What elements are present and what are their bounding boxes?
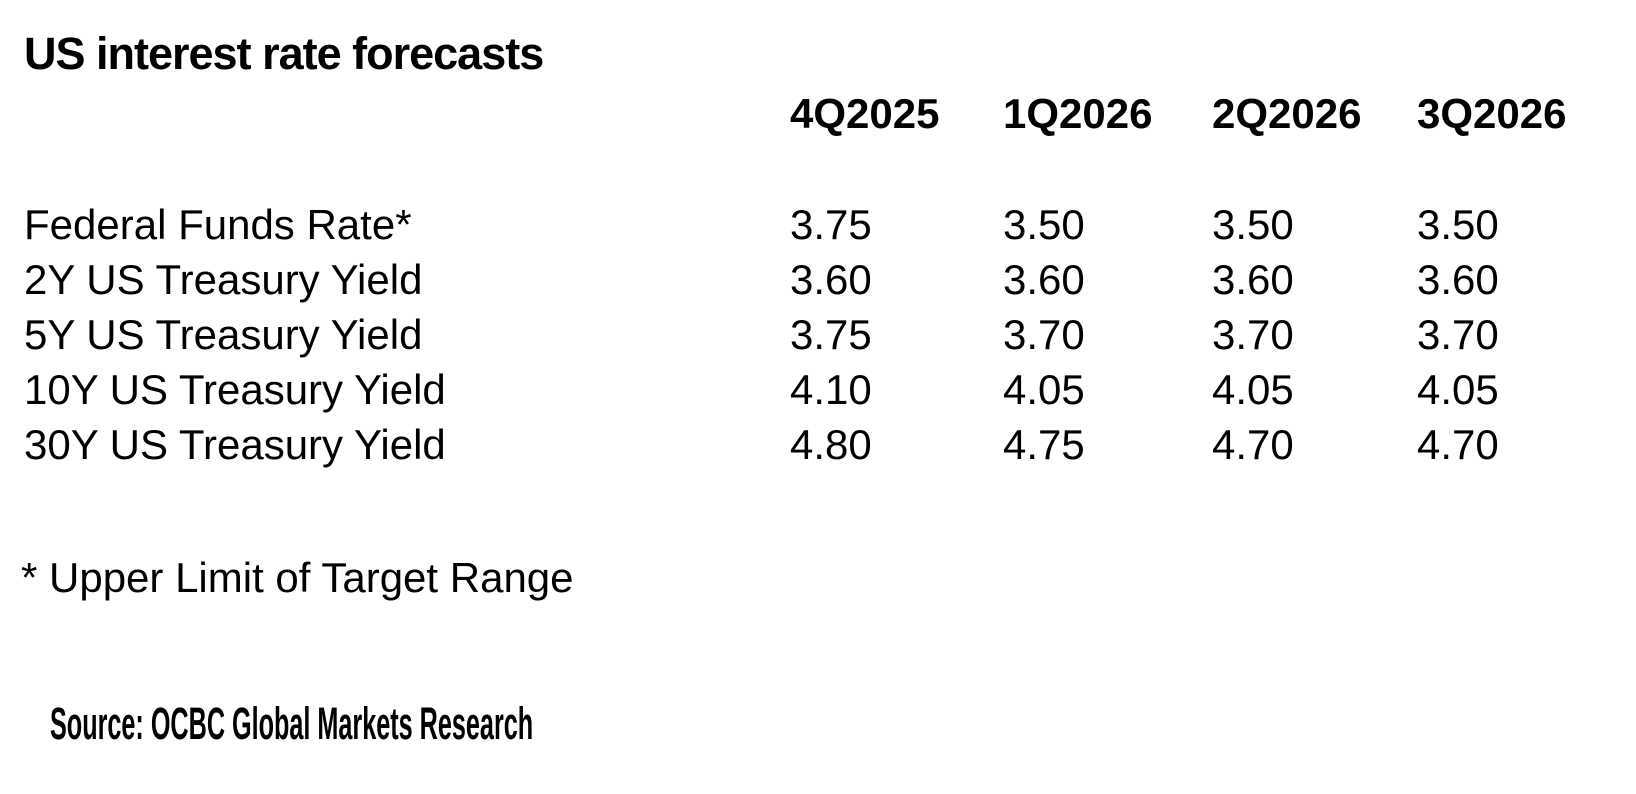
header-label-spacer bbox=[24, 86, 790, 141]
column-header-3q2026: 3Q2026 bbox=[1417, 90, 1567, 137]
table-row-5y-treasury: 5Y US Treasury Yield 3.75 3.70 3.70 3.70 bbox=[24, 307, 1566, 362]
value-cell: 3.50 bbox=[1417, 201, 1499, 248]
value-cell: 3.75 bbox=[790, 311, 872, 358]
source-attribution: Source: OCBC Global Markets Research bbox=[50, 698, 534, 749]
header-gap bbox=[24, 141, 1566, 197]
table-row-2y-treasury: 2Y US Treasury Yield 3.60 3.60 3.60 3.60 bbox=[24, 252, 1566, 307]
forecast-table: 4Q2025 1Q2026 2Q2026 3Q2026 Federal Fund… bbox=[24, 86, 1566, 472]
footnote-upper-limit: * Upper Limit of Target Range bbox=[21, 554, 574, 601]
value-cell: 3.60 bbox=[790, 256, 872, 303]
table-row-federal-funds-rate: Federal Funds Rate* 3.75 3.50 3.50 3.50 bbox=[24, 197, 1566, 252]
value-cell: 3.60 bbox=[1212, 256, 1294, 303]
value-cell: 3.60 bbox=[1003, 256, 1085, 303]
row-label: Federal Funds Rate* bbox=[24, 201, 412, 248]
value-cell: 3.70 bbox=[1417, 311, 1499, 358]
column-header-2q2026: 2Q2026 bbox=[1212, 90, 1362, 137]
value-cell: 4.05 bbox=[1003, 366, 1085, 413]
value-cell: 3.60 bbox=[1417, 256, 1499, 303]
column-header-1q2026: 1Q2026 bbox=[1003, 90, 1153, 137]
value-cell: 3.70 bbox=[1003, 311, 1085, 358]
row-label: 30Y US Treasury Yield bbox=[24, 421, 446, 468]
table-header-row: 4Q2025 1Q2026 2Q2026 3Q2026 bbox=[24, 86, 1566, 141]
value-cell: 4.10 bbox=[790, 366, 872, 413]
table-row-10y-treasury: 10Y US Treasury Yield 4.10 4.05 4.05 4.0… bbox=[24, 362, 1566, 417]
row-label: 5Y US Treasury Yield bbox=[24, 311, 423, 358]
value-cell: 4.05 bbox=[1417, 366, 1499, 413]
value-cell: 4.75 bbox=[1003, 421, 1085, 468]
value-cell: 3.75 bbox=[790, 201, 872, 248]
value-cell: 4.70 bbox=[1212, 421, 1294, 468]
value-cell: 4.05 bbox=[1212, 366, 1294, 413]
value-cell: 3.50 bbox=[1003, 201, 1085, 248]
page-title: US interest rate forecasts bbox=[24, 28, 544, 79]
value-cell: 4.70 bbox=[1417, 421, 1499, 468]
value-cell: 4.80 bbox=[790, 421, 872, 468]
row-label: 2Y US Treasury Yield bbox=[24, 256, 423, 303]
value-cell: 3.70 bbox=[1212, 311, 1294, 358]
value-cell: 3.50 bbox=[1212, 201, 1294, 248]
column-header-4q2025: 4Q2025 bbox=[790, 90, 940, 137]
row-label: 10Y US Treasury Yield bbox=[24, 366, 446, 413]
table-row-30y-treasury: 30Y US Treasury Yield 4.80 4.75 4.70 4.7… bbox=[24, 417, 1566, 472]
